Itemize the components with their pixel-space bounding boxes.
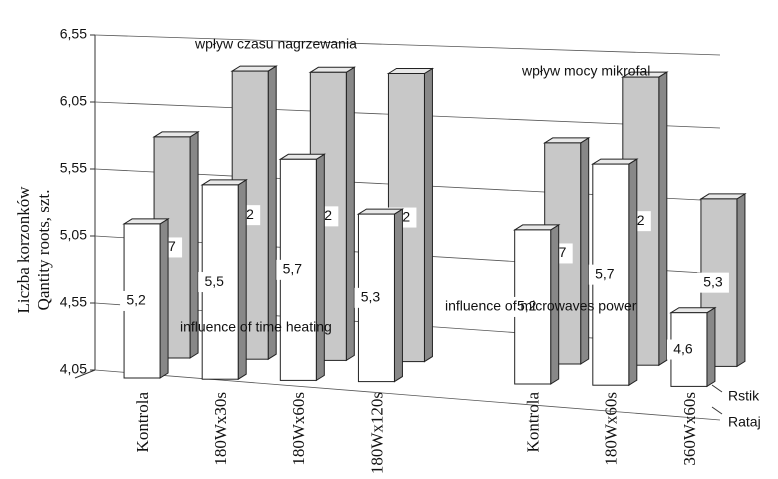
bar-top [278,153,327,160]
label-bg [276,259,309,280]
y-tick-label: 4,55 [60,294,87,310]
bar-side [393,208,403,383]
bar-top [542,137,591,144]
bar-side [315,153,325,382]
x-tick-label: 180Wx120s [367,392,386,474]
bar-side [658,71,668,367]
y-tick-label: 4,05 [60,361,87,377]
y-axis-label: Liczba korzonków [14,186,33,314]
bar-side [345,66,355,362]
annotation: wpływ mocy mikrofal [521,63,650,79]
x-tick-label: Kontrola [524,392,543,453]
bar-top [200,179,248,186]
legend-label: Rataj [728,414,761,430]
x-tick-label: 180Wx30s [211,392,230,466]
x-tick-label: 180Wx60s [289,392,308,466]
value-label: 4,6 [673,340,693,356]
bar-top [230,65,278,72]
bar-side [628,158,638,387]
value-label: 5,5 [204,273,224,289]
bar-top [699,193,747,200]
bars: Kontrola5,75,2180Wx30s6,25,5180Wx60s6,25… [120,65,747,474]
grid-line [94,369,721,421]
x-tick-label: Kontrola [133,392,152,453]
value-label: 5,3 [361,289,381,305]
bar-top [308,66,357,73]
label-bg [588,264,621,285]
y-tick-label: 6,05 [60,93,87,109]
legend-label: Rstik [728,388,760,404]
bar-side [267,65,277,361]
value-label: 5,2 [126,292,146,308]
bar-top [591,158,639,165]
y-tick-label: 6,55 [60,26,87,42]
bar-side [159,217,169,379]
grid-line [94,34,721,56]
legend-line [711,384,723,393]
label-bg [696,272,729,293]
bar-side [706,306,716,388]
x-tick-label: 360Wx60s [680,392,699,466]
legend-line [711,406,723,415]
bar-top [669,307,717,314]
x-tick-label: 180Wx60s [602,392,621,466]
label-bg [510,296,543,317]
y-tick-label: 5,05 [60,227,87,243]
label-bg [120,290,153,311]
bar-side [423,67,433,363]
bar-side [580,136,590,365]
label-bg [354,287,387,308]
y-axis-label: Qantity roots, szt. [34,190,53,311]
value-label: 5,7 [283,261,303,277]
bar-top [512,224,561,231]
value-label: 5,3 [703,273,723,289]
floor-edge [74,369,96,379]
label-bg [666,339,699,360]
bar-side [237,178,247,381]
bar-side [736,192,746,368]
value-label: 5,2 [517,298,537,314]
bar-top [356,208,405,215]
value-label: 5,7 [595,265,615,281]
bar-top [122,218,170,225]
bar-top [152,131,200,138]
annotation: wpływ czasu nagrzewania [194,36,357,52]
y-tick-label: 5,55 [60,160,87,176]
annotation: influence of time heating [180,319,332,335]
label-bg [198,272,231,293]
annotation: influence of microwaves power [445,298,637,314]
bar-top [386,68,435,74]
